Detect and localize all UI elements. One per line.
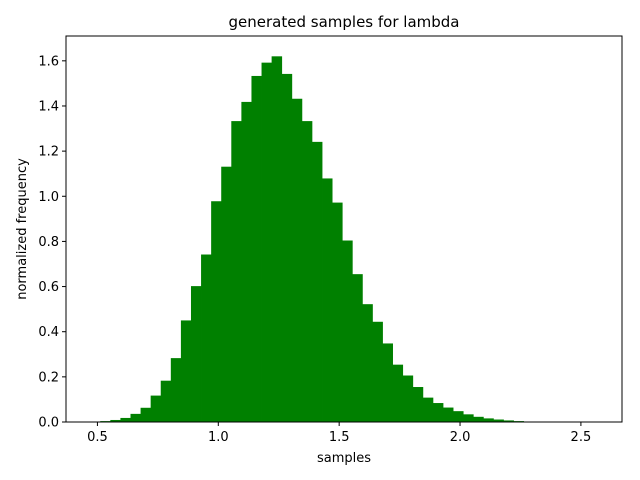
- histogram-bar: [150, 395, 162, 422]
- histogram-bar: [130, 413, 141, 422]
- histogram-bar: [442, 407, 454, 422]
- histogram-bar: [342, 240, 353, 422]
- histogram-bar: [160, 380, 172, 422]
- y-tick-label: 0.6: [38, 280, 59, 295]
- histogram-bar: [352, 274, 363, 422]
- histogram-bar: [110, 419, 121, 422]
- x-tick-label: 1.5: [329, 430, 350, 445]
- histogram-bar: [382, 343, 393, 422]
- histogram-bar: [402, 375, 414, 422]
- histogram-bar: [392, 364, 404, 422]
- histogram-bar: [422, 397, 434, 422]
- y-tick-label: 1.2: [38, 145, 59, 160]
- histogram-bar: [221, 166, 232, 422]
- histogram-bar: [271, 56, 283, 422]
- histogram-bar: [281, 73, 293, 423]
- chart-title: generated samples for lambda: [229, 13, 460, 31]
- histogram-bar: [432, 403, 444, 422]
- y-tick-label: 1.0: [38, 190, 59, 205]
- histogram-bar: [140, 407, 152, 422]
- histogram-bar: [190, 286, 202, 422]
- y-tick-label: 1.4: [38, 99, 59, 114]
- histogram-bar: [503, 420, 514, 422]
- histogram-bar: [493, 419, 504, 422]
- histogram-bars: [90, 56, 595, 423]
- x-tick-label: 2.5: [571, 430, 592, 445]
- y-tick-label: 0.4: [38, 325, 59, 340]
- histogram-bar: [301, 121, 313, 422]
- histogram-bar: [201, 254, 212, 422]
- histogram-bar: [170, 358, 182, 422]
- x-tick-label: 1.0: [208, 430, 229, 445]
- histogram-bar: [412, 387, 424, 422]
- histogram-bar: [241, 101, 252, 422]
- y-tick-label: 1.6: [38, 54, 59, 69]
- histogram-bar: [473, 416, 484, 422]
- histogram-bar: [372, 321, 383, 422]
- histogram-bar: [362, 304, 373, 422]
- x-tick-label: 2.0: [450, 430, 471, 445]
- y-tick-label: 0.0: [38, 416, 59, 431]
- y-tick-label: 0.8: [38, 235, 59, 250]
- histogram-bar: [463, 414, 474, 422]
- histogram-bar: [251, 75, 262, 422]
- histogram-bar: [180, 320, 192, 422]
- histogram-bar: [120, 417, 131, 422]
- histogram-bar: [261, 62, 273, 422]
- y-axis-title: normalized frequency: [15, 158, 30, 300]
- histogram-bar: [332, 202, 343, 422]
- histogram-bar: [483, 418, 494, 422]
- histogram-bar: [322, 178, 333, 422]
- histogram-bar: [311, 141, 323, 422]
- plot-frame: [65, 35, 623, 423]
- histogram-bar: [231, 121, 242, 422]
- histogram-bar: [453, 411, 464, 422]
- y-tick-label: 0.2: [38, 370, 59, 385]
- histogram-bar: [211, 201, 222, 422]
- histogram-bar: [291, 98, 303, 422]
- x-tick-label: 0.5: [87, 430, 108, 445]
- axes: 0.5 1.0 1.5 2.0 2.5 0.0 0.2 0.4 0.6 0.8 1.0 1.2 1.4 1…: [38, 35, 623, 445]
- x-axis-title: samples: [317, 451, 371, 466]
